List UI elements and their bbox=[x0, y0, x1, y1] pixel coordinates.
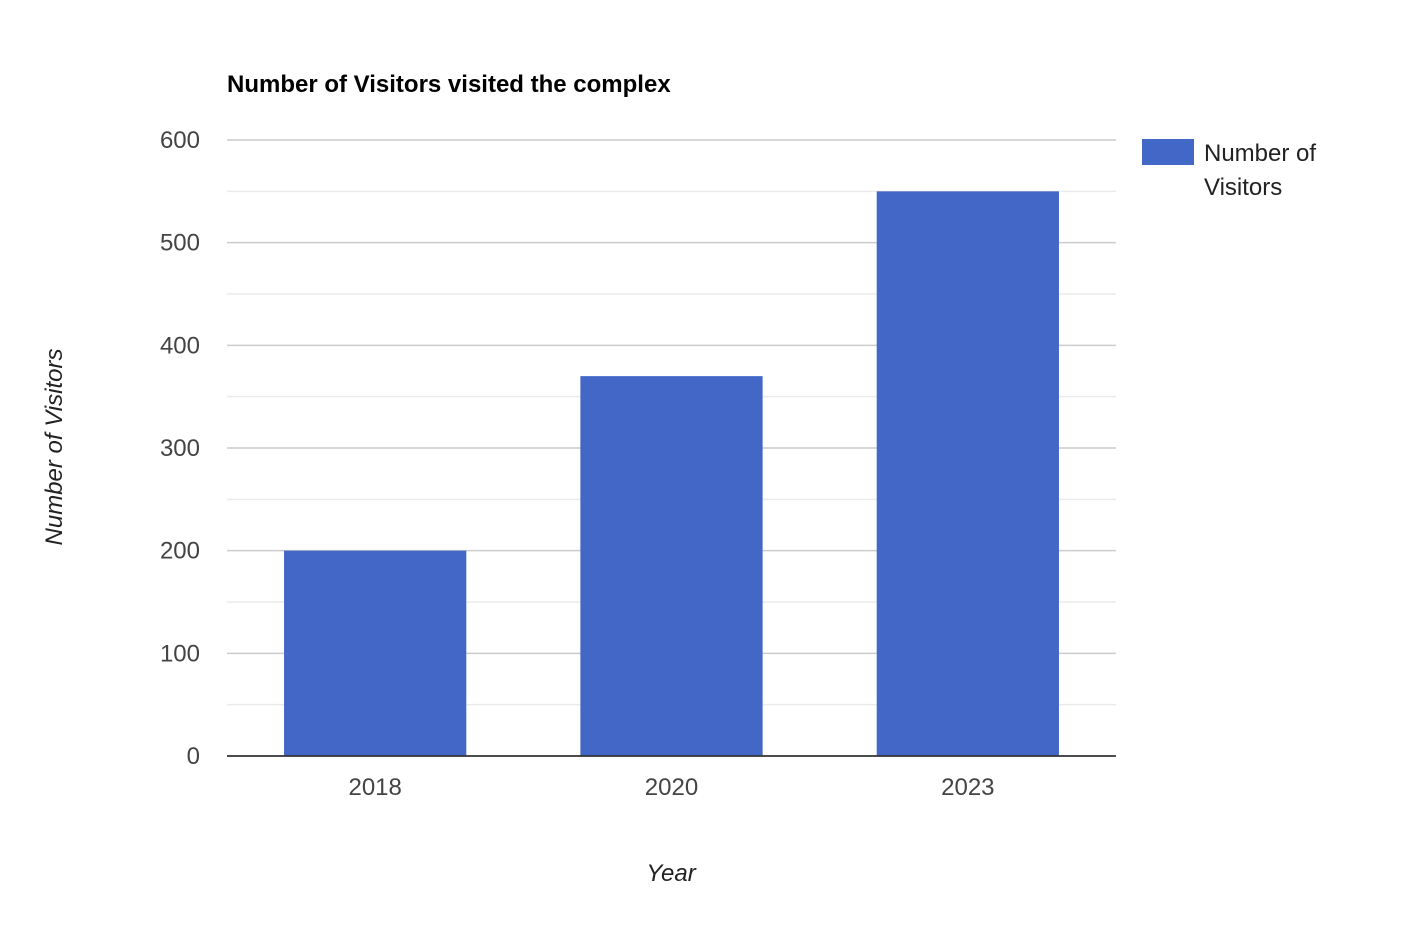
y-tick-label: 100 bbox=[160, 640, 200, 667]
x-tick-label: 2023 bbox=[941, 774, 994, 801]
x-axis-ticks: 2018 2020 2023 bbox=[348, 774, 994, 801]
bar-2023 bbox=[876, 191, 1059, 757]
y-tick-label: 500 bbox=[160, 230, 200, 257]
legend-label: Number of Visitors bbox=[1204, 140, 1316, 201]
y-axis-title: Number of Visitors bbox=[41, 349, 68, 546]
legend: Number of Visitors bbox=[1142, 139, 1316, 201]
y-axis-ticks: 0 100 200 300 400 500 600 bbox=[160, 127, 200, 770]
x-tick-label: 2018 bbox=[348, 774, 401, 801]
x-tick-label: 2020 bbox=[645, 774, 698, 801]
bars bbox=[284, 191, 1059, 757]
y-tick-label: 300 bbox=[160, 435, 200, 462]
bar-2018 bbox=[284, 550, 467, 756]
y-tick-label: 200 bbox=[160, 538, 200, 565]
legend-label-line: Visitors bbox=[1204, 174, 1282, 201]
legend-swatch bbox=[1142, 139, 1194, 165]
y-tick-label: 0 bbox=[187, 743, 200, 770]
y-tick-label: 600 bbox=[160, 127, 200, 154]
y-tick-label: 400 bbox=[160, 332, 200, 359]
bar-2020 bbox=[580, 376, 763, 756]
chart-title: Number of Visitors visited the complex bbox=[227, 71, 671, 98]
x-axis-title: Year bbox=[646, 860, 696, 887]
legend-label-line: Number of bbox=[1204, 140, 1316, 167]
